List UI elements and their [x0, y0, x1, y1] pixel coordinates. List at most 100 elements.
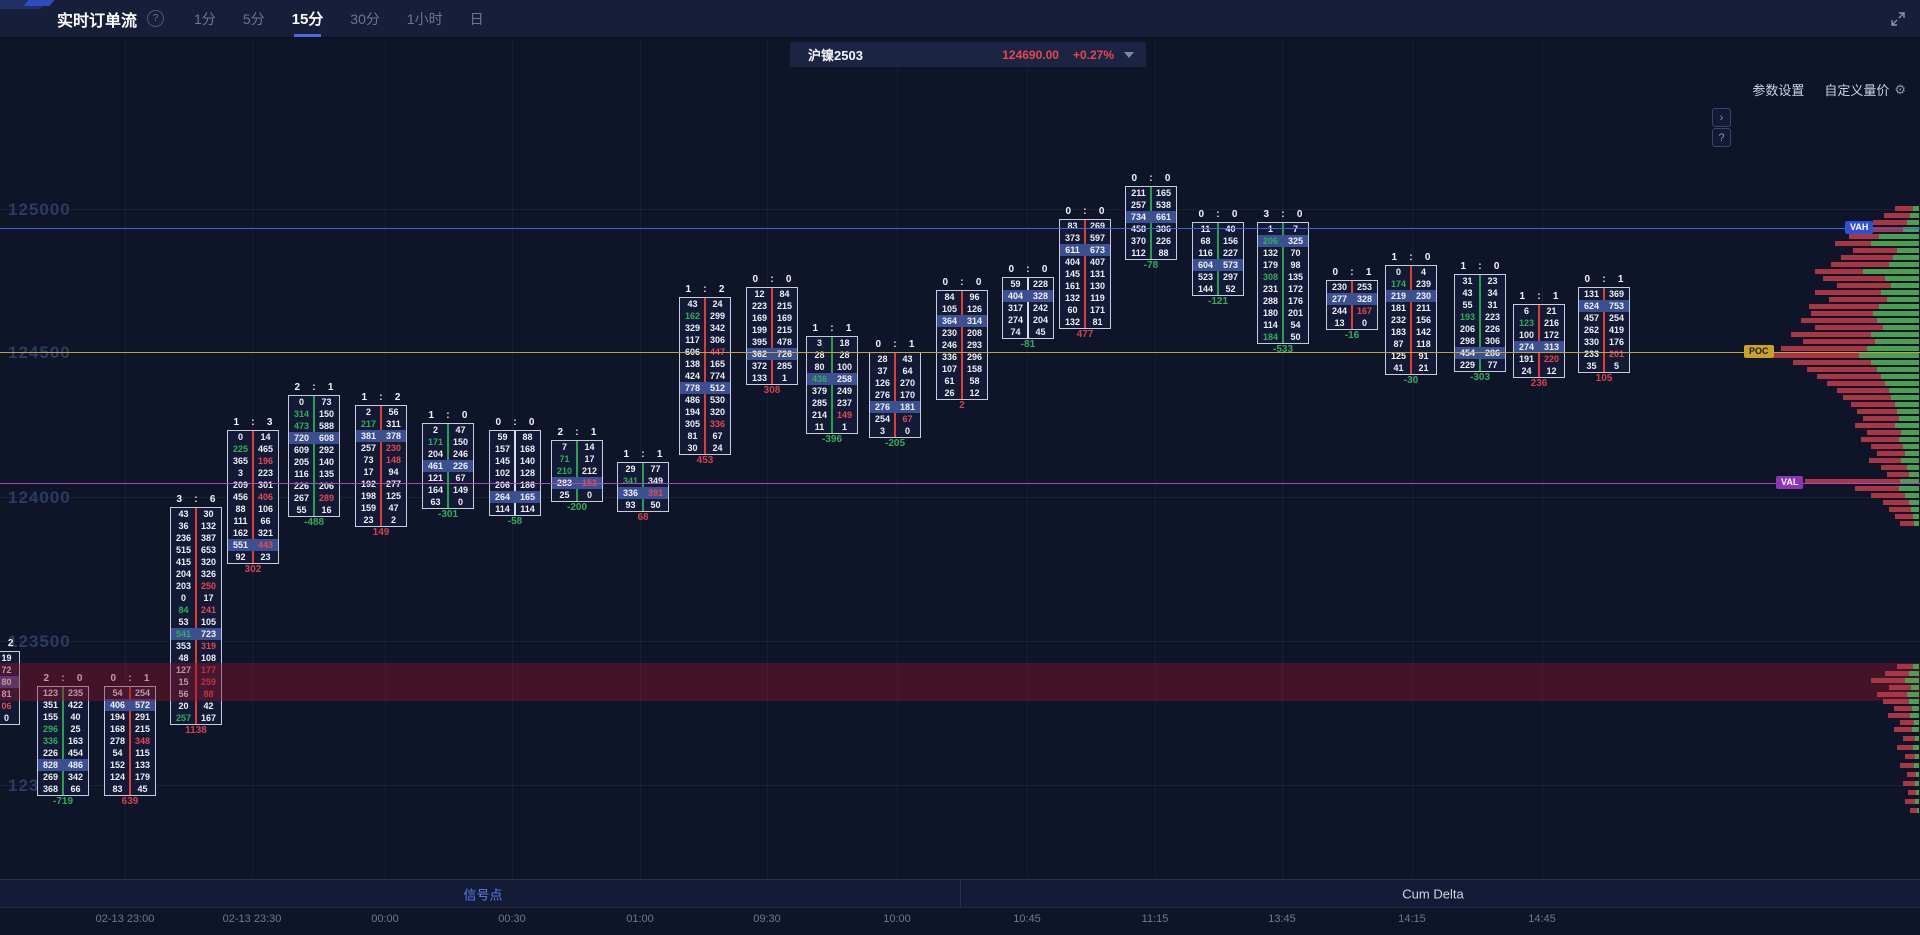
tab-日[interactable]: 日 — [469, 10, 484, 27]
footprint-column[interactable]: 0:0 211 165 257 538 734 661 458 386 370 226 112 88 -7… — [1125, 173, 1177, 271]
footprint-column[interactable]: 0:0 12 84 223 215 169 169 199 215 395 478 362 726 372… — [746, 274, 798, 396]
footprint-column[interactable]: 0:0 84 96 105 126 364 314 230 208 246 293 336 296 107… — [936, 277, 988, 411]
tab-5分[interactable]: 5分 — [242, 10, 265, 27]
sell-volume-segment — [1894, 706, 1912, 711]
param-settings-button[interactable]: 参数设置 — [1752, 80, 1804, 99]
bid-volume: 83 — [112, 784, 123, 794]
bid-volume: 84 — [178, 605, 189, 615]
footprint-column[interactable]: 0:0 83 269 373 597 611 673 404 407 145 131 161 130 13… — [1059, 206, 1111, 340]
poc-row: 219 230 — [1386, 290, 1436, 302]
footprint-column[interactable]: 0:0 59 228 404 328 317 242 274 204 74 45 -81 — [1002, 264, 1054, 350]
bid-volume: 192 — [360, 479, 377, 489]
x-axis-label: 02-13 23:00 — [95, 913, 155, 925]
volume-profile-bar — [1801, 318, 1919, 323]
custom-volume-button[interactable]: 自定义量价 ⚙ — [1824, 80, 1906, 99]
tab-30分[interactable]: 30分 — [350, 10, 380, 27]
collapse-panel-button[interactable]: › — [1712, 108, 1731, 127]
sell-volume-segment — [1823, 276, 1885, 281]
bid-volume: 55 — [1462, 300, 1473, 310]
bid-volume: 609 — [293, 445, 310, 455]
footprint-column[interactable]: 1:1 3 18 28 28 80 100 436 258 379 249 285 237 214 149 1… — [806, 323, 858, 445]
ask-volume: 172 — [1543, 330, 1560, 340]
ask-volume: 206 — [318, 481, 335, 491]
sell-volume-segment — [1895, 514, 1913, 519]
bid-volume: 225 — [232, 444, 249, 454]
ask-volume: 150 — [318, 409, 335, 419]
footprint-column[interactable]: 3:0 1 7 206 325 132 70 179 98 308 135 231 172 288 176 1… — [1257, 209, 1309, 355]
ask-volume: 237 — [836, 398, 853, 408]
footprint-column[interactable]: 0:1 230 253 277 328 244 167 13 0 -16 — [1326, 267, 1378, 341]
bid-volume: 193 — [1459, 312, 1476, 322]
footprint-column[interactable]: 1:0 2 47 171 150 204 246 461 226 121 67 164 149 63 0 -3… — [422, 410, 474, 520]
sell-volume-segment — [1900, 521, 1914, 526]
y-axis-label: 123500 — [8, 632, 71, 651]
footprint-column[interactable]: 0:0 59 88 157 168 145 140 102 128 206 186 264 165 114… — [489, 417, 541, 527]
ask-volume: 478 — [776, 337, 793, 347]
footprint-header: 3:6 — [176, 494, 216, 505]
bid-volume: 7 — [561, 442, 567, 452]
footprint-column[interactable]: 1:0 31 23 43 34 55 31 193 223 206 226 298 306 454 286 2… — [1454, 261, 1506, 383]
ask-volume: 246 — [452, 449, 469, 459]
footprint-column[interactable]: 0:1 28 43 37 64 126 270 276 170 276 181 254 67 3 0 -205 — [869, 339, 921, 449]
chevron-down-icon[interactable] — [1124, 51, 1134, 58]
footprint-column[interactable]: 2 19 72 80 81 06 0 — [0, 638, 20, 725]
footprint-row: 233 201 — [1579, 348, 1629, 360]
ask-volume: 326 — [200, 569, 217, 579]
ask-volume: 130 — [1089, 281, 1106, 291]
footprint-column[interactable]: 2:0 123 235 351 422 155 40 296 25 336 163 226 454 828… — [37, 673, 89, 807]
help-icon[interactable]: ? — [147, 10, 165, 27]
footprint-column[interactable]: 1:1 6 21 123 216 100 172 274 313 191 220 24 12 236 — [1513, 291, 1565, 389]
bid-volume: 169 — [751, 313, 768, 323]
tab-1小时[interactable]: 1小时 — [406, 10, 443, 27]
bid-volume: 35 — [1586, 361, 1597, 371]
poc-row: 404 328 — [1003, 290, 1053, 302]
signal-points-label[interactable]: 信号点 — [463, 887, 503, 902]
footprint-row: 127 177 — [171, 664, 221, 676]
footprint-column[interactable]: 0:1 54 254 406 572 194 291 168 215 278 348 54 115 152… — [104, 673, 156, 807]
footprint-header: 0:1 — [110, 673, 150, 684]
delta-total: 149 — [372, 527, 390, 538]
footprint-column[interactable]: 0:1 131 369 624 753 457 254 262 419 330 176 233 201 3… — [1578, 274, 1630, 384]
volume-profile-bar — [1817, 374, 1919, 379]
ask-volume: 406 — [257, 492, 274, 502]
ask-volume: 1 — [781, 373, 787, 383]
footprint-column[interactable]: 2:1 7 14 71 17 210 212 283 153 25 0 -200 — [551, 427, 603, 513]
footprint-row: 353 319 — [171, 640, 221, 652]
footprint-row: 181 211 — [1386, 302, 1436, 314]
ask-volume: 47 — [455, 425, 466, 435]
footprint-row: 60 171 — [1060, 304, 1110, 316]
param-settings-label: 参数设置 — [1752, 83, 1805, 98]
bid-volume: 180 — [1262, 308, 1279, 318]
fullscreen-icon[interactable] — [1890, 11, 1906, 27]
instrument-selector[interactable]: 沪镍2503 124690.00 +0.27% — [790, 42, 1146, 67]
bid-volume: 734 — [1130, 212, 1147, 222]
tab-15分[interactable]: 15分 — [292, 0, 323, 37]
footprint-column[interactable]: 1:2 2 56 217 311 381 378 257 230 73 148 17 94 192 277 1… — [355, 392, 407, 538]
volume-profile-bar — [1888, 713, 1919, 718]
volume-profile-bar — [1883, 500, 1919, 505]
bid-volume: 214 — [811, 410, 828, 420]
footprint-column[interactable]: 1:0 0 4 174 239 219 230 181 211 232 156 183 142 87 118… — [1385, 252, 1437, 386]
footprint-column[interactable]: 2:1 0 73 314 150 473 588 720 608 609 292 205 140 116 1… — [288, 382, 340, 528]
footprint-column[interactable]: 1:2 43 24 162 299 329 342 117 306 606 447 138 165 424… — [679, 284, 731, 466]
ask-volume: 325 — [1287, 236, 1304, 246]
ask-volume: 226 — [1484, 324, 1501, 334]
footprint-column[interactable]: 3:6 43 30 36 132 236 387 515 653 415 320 204 326 203 2… — [170, 494, 222, 736]
bid-volume: 74 — [1010, 327, 1021, 337]
bid-volume: 171 — [427, 437, 444, 447]
footprint-row: 126 270 — [870, 377, 920, 389]
footprint-column[interactable]: 0:0 11 40 68 156 116 227 604 573 523 297 144 52 -121 — [1192, 209, 1244, 307]
cum-delta-label[interactable]: Cum Delta — [1402, 886, 1464, 901]
ask-volume: 349 — [647, 476, 664, 486]
volume-profile-bar — [1815, 269, 1919, 274]
buy-volume-segment — [1863, 269, 1919, 274]
footprint-row: 288 176 — [1258, 295, 1308, 307]
gridline-vertical — [1412, 37, 1413, 907]
footprint-column[interactable]: 1:3 0 14 225 465 365 196 3 223 209 301 456 406 88 106 1… — [227, 417, 279, 575]
help-mini-button[interactable]: ? — [1712, 128, 1731, 147]
tab-1分[interactable]: 1分 — [194, 10, 216, 27]
footprint-row: 171 150 — [423, 436, 473, 448]
footprint-row: 61 58 — [937, 375, 987, 387]
footprint-column[interactable]: 1:1 29 77 341 349 336 391 93 50 68 — [617, 449, 669, 523]
sell-volume-segment — [1910, 808, 1917, 813]
